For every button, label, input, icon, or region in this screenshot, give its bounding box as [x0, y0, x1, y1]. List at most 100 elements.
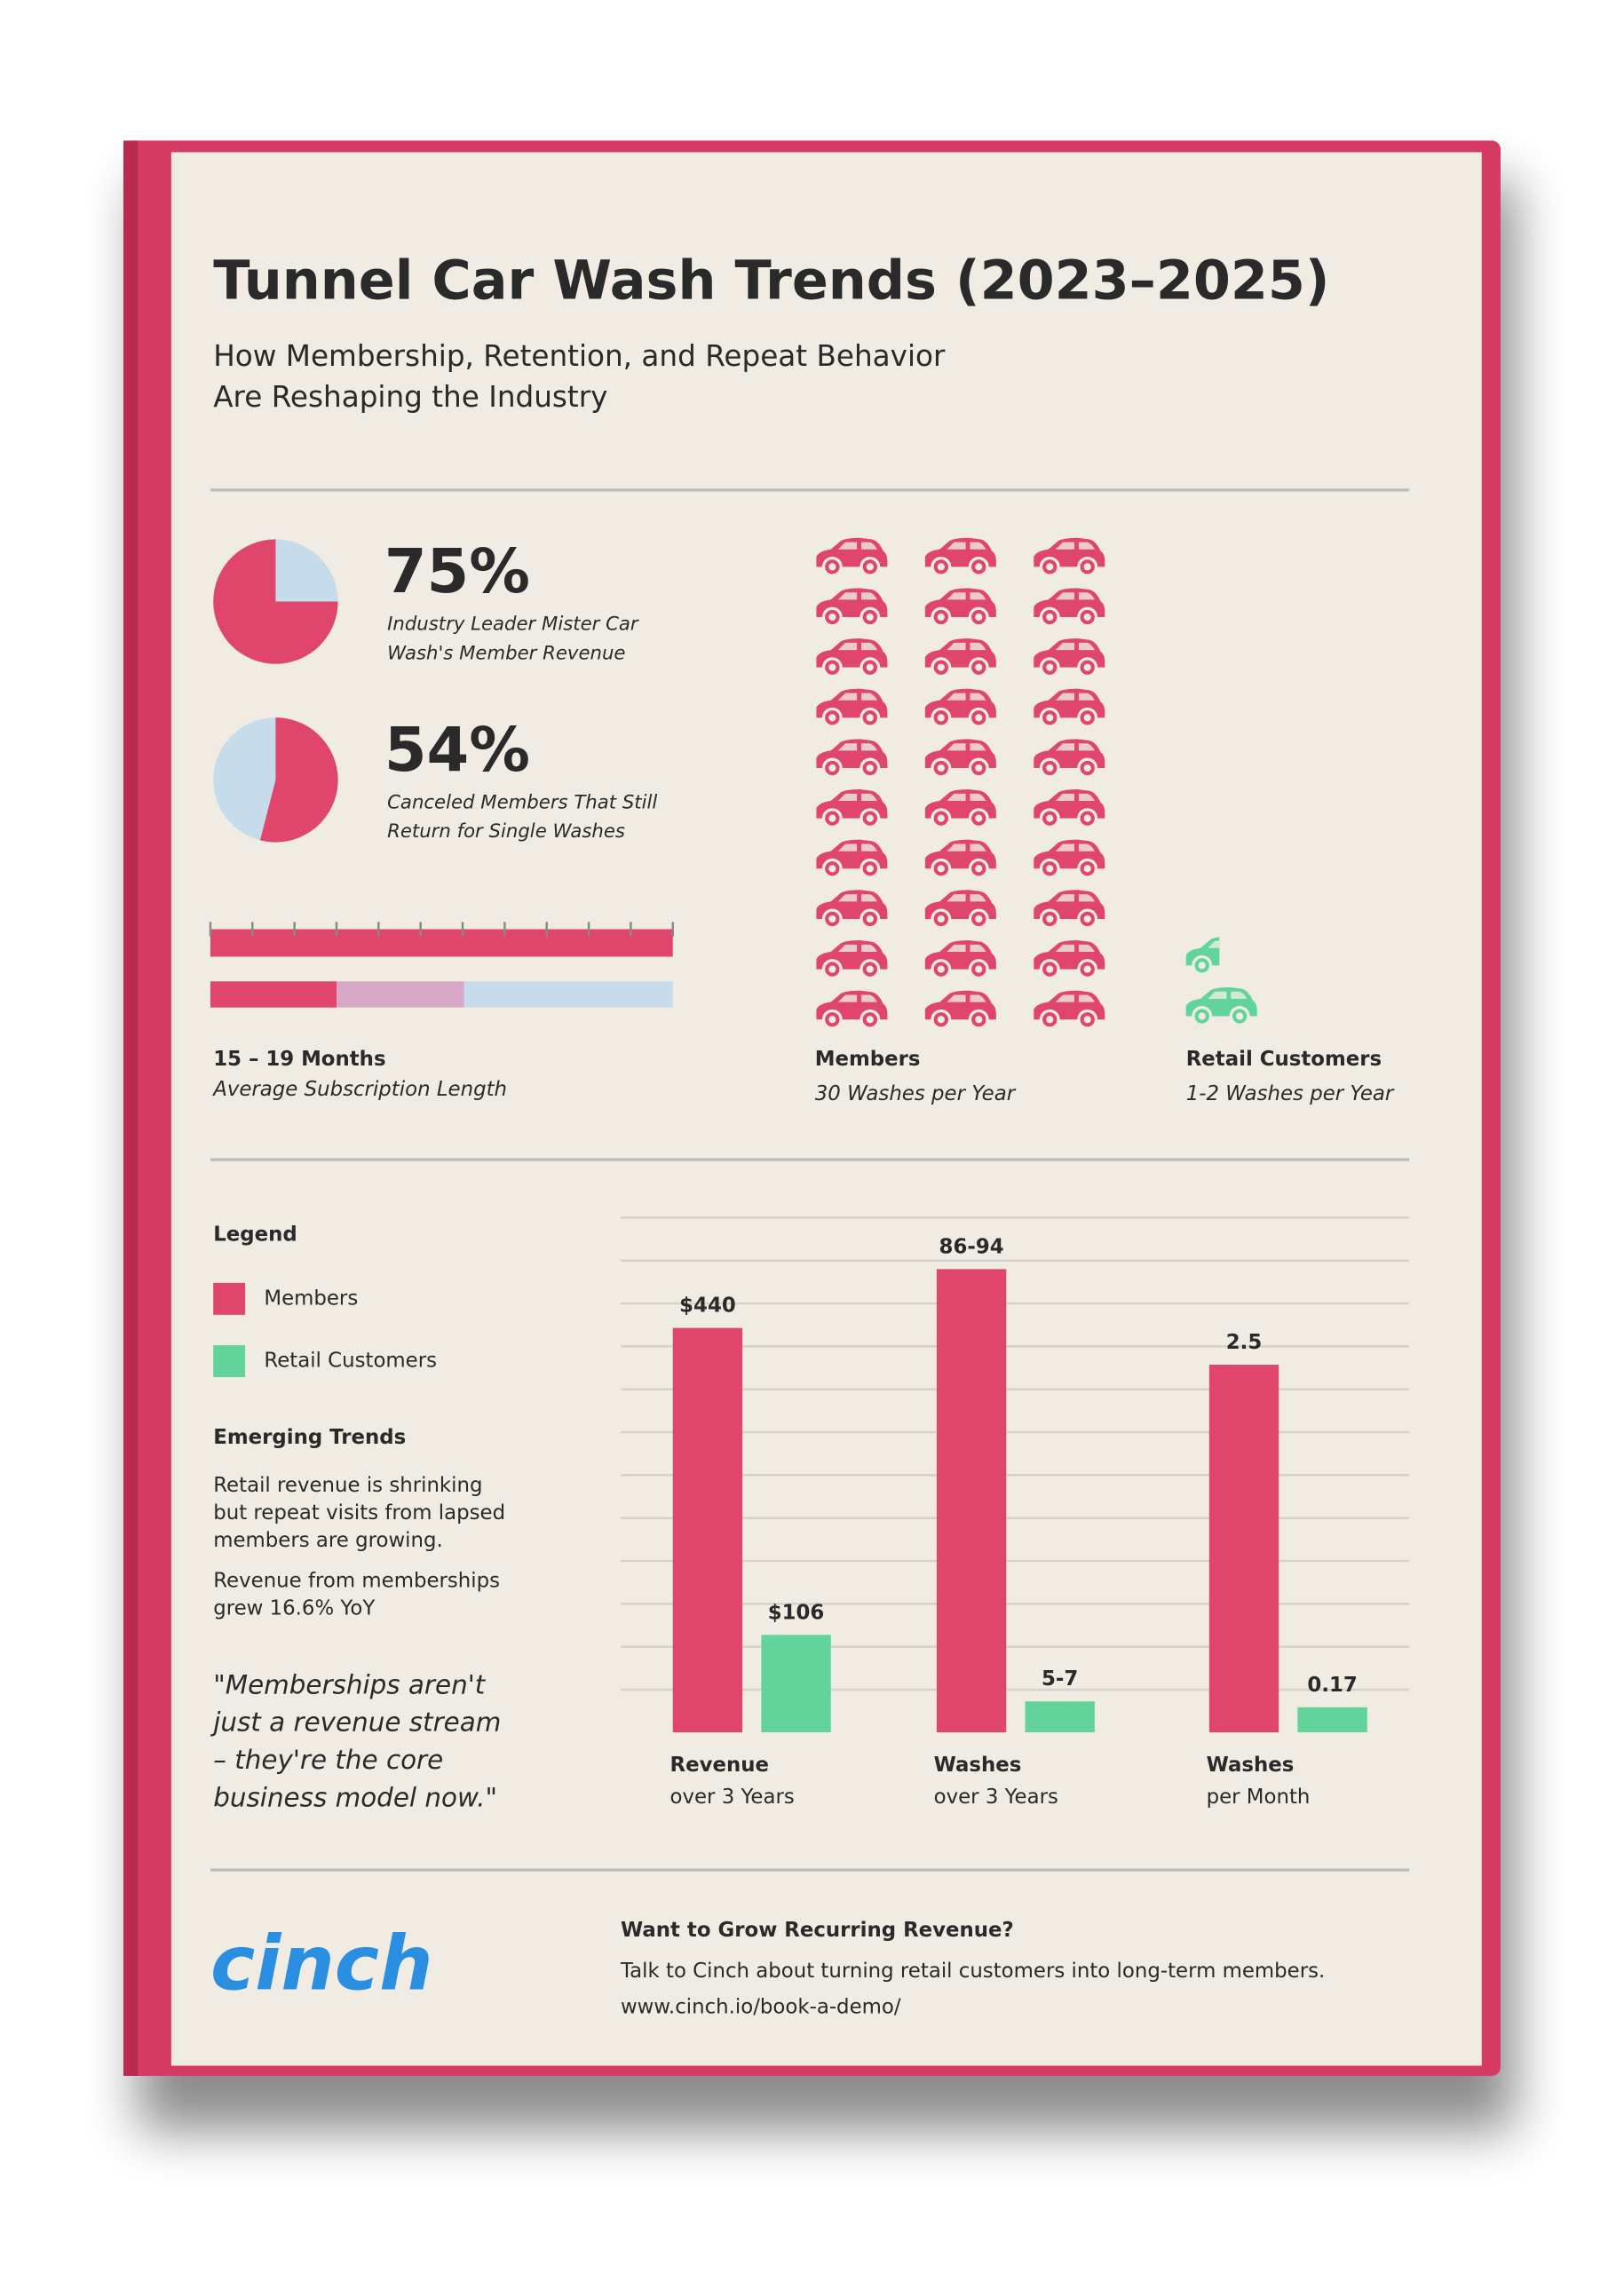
- bar: [1297, 1707, 1367, 1733]
- car-icon: [1034, 638, 1105, 678]
- footer-text: Talk to Cinch about turning retail custo…: [620, 1960, 1325, 1983]
- legend-title: Legend: [213, 1224, 297, 1247]
- stat-caption: Industry Leader Mister Car: [387, 614, 639, 636]
- trend-text: but repeat visits from lapsed: [213, 1501, 505, 1525]
- stat-value: 75%: [384, 536, 530, 607]
- stat-value: 54%: [384, 715, 530, 786]
- car-window: [1055, 642, 1095, 651]
- car-hub: [1083, 965, 1091, 973]
- car-hub: [828, 915, 836, 923]
- car-hub: [866, 764, 874, 772]
- car-hub: [937, 764, 945, 772]
- car-hub: [1083, 663, 1091, 671]
- car-hub: [937, 663, 945, 671]
- car-window: [837, 642, 877, 651]
- car-window: [947, 693, 986, 701]
- car-hub: [1046, 714, 1054, 722]
- car-hub: [975, 714, 983, 722]
- car-icon: [924, 688, 996, 728]
- car-icon: [816, 537, 888, 577]
- car-hub: [1046, 865, 1054, 873]
- car-hub: [866, 563, 874, 571]
- car-hub: [975, 613, 983, 622]
- pie-slice: [259, 717, 338, 843]
- subscription-bars: [209, 922, 674, 1008]
- car-window: [1055, 592, 1095, 600]
- car-icon: [1034, 739, 1105, 779]
- subscription-caption: Average Subscription Length: [211, 1078, 507, 1101]
- bar-segment: [463, 981, 673, 1008]
- car-window: [947, 894, 986, 902]
- car-icon: [1034, 537, 1105, 577]
- car-hub: [866, 663, 874, 671]
- car-hub: [975, 814, 983, 822]
- car-window: [1055, 743, 1095, 751]
- category-title: Revenue: [670, 1754, 770, 1777]
- car-icon: [816, 739, 888, 779]
- car-hub: [1046, 915, 1054, 923]
- car-window: [837, 894, 877, 902]
- car-hub: [866, 1016, 874, 1024]
- car-hub: [1198, 962, 1206, 970]
- car-hub: [975, 563, 983, 571]
- category-subtitle: over 3 Years: [934, 1786, 1058, 1809]
- car-hub: [937, 714, 945, 722]
- car-hub: [866, 915, 874, 923]
- category-title: Washes: [1207, 1754, 1295, 1777]
- car-hub: [828, 563, 836, 571]
- car-hub: [1083, 915, 1091, 923]
- footer-heading: Want to Grow Recurring Revenue?: [621, 1919, 1014, 1942]
- trends-title: Emerging Trends: [213, 1426, 406, 1449]
- car-hub: [866, 965, 874, 973]
- legend-swatch: [213, 1345, 246, 1378]
- car-hub: [828, 613, 836, 622]
- car-hub: [937, 1016, 945, 1024]
- car-window: [1055, 542, 1095, 550]
- car-hub: [866, 714, 874, 722]
- car-hub: [1198, 1012, 1206, 1020]
- quote: "Memberships aren't: [213, 1669, 487, 1699]
- car-window: [837, 693, 877, 701]
- quote: just a revenue stream: [210, 1707, 501, 1738]
- car-window: [947, 642, 986, 651]
- subtitle: How Membership, Retention, and Repeat Be…: [213, 339, 946, 373]
- car-icon: [816, 638, 888, 678]
- stat-caption: Wash's Member Revenue: [387, 642, 625, 664]
- car-hub: [828, 663, 836, 671]
- car-window: [1055, 693, 1095, 701]
- car-window: [1055, 843, 1095, 851]
- pictogram-label: Retail Customers: [1186, 1048, 1382, 1071]
- legend-swatch: [213, 1282, 246, 1315]
- car-icon: [1034, 788, 1105, 829]
- car-icon: [1034, 939, 1105, 980]
- bar-track: [210, 929, 673, 957]
- bar-segment: [210, 981, 337, 1008]
- car-icon: [924, 839, 996, 879]
- stat-caption: Return for Single Washes: [387, 820, 625, 843]
- car-hub: [937, 865, 945, 873]
- car-icon: [1185, 937, 1220, 976]
- bar-value-label: 2.5: [1226, 1331, 1262, 1354]
- bar-value-label: 5-7: [1042, 1667, 1078, 1691]
- car-icon: [924, 638, 996, 678]
- car-hub: [937, 965, 945, 973]
- car-icon: [1034, 839, 1105, 879]
- bar-value-label: 0.17: [1307, 1674, 1357, 1697]
- car-hub: [866, 613, 874, 622]
- book-spine: [123, 140, 139, 2076]
- trend-text: Revenue from memberships: [213, 1570, 500, 1593]
- car-window: [947, 542, 986, 550]
- car-hub: [1046, 563, 1054, 571]
- footer-url[interactable]: www.cinch.io/book-a-demo/: [621, 1996, 901, 2019]
- pictogram-caption: 30 Washes per Year: [815, 1082, 1017, 1105]
- pictogram-label: Members: [815, 1048, 921, 1071]
- category-subtitle: per Month: [1207, 1786, 1311, 1809]
- car-window: [837, 793, 877, 802]
- subtitle: Are Reshaping the Industry: [213, 380, 607, 414]
- car-hub: [975, 865, 983, 873]
- car-hub: [828, 1016, 836, 1024]
- car-hub: [937, 915, 945, 923]
- car-hub: [975, 1016, 983, 1024]
- stat-caption: Canceled Members That Still: [387, 791, 657, 813]
- car-icon: [816, 788, 888, 829]
